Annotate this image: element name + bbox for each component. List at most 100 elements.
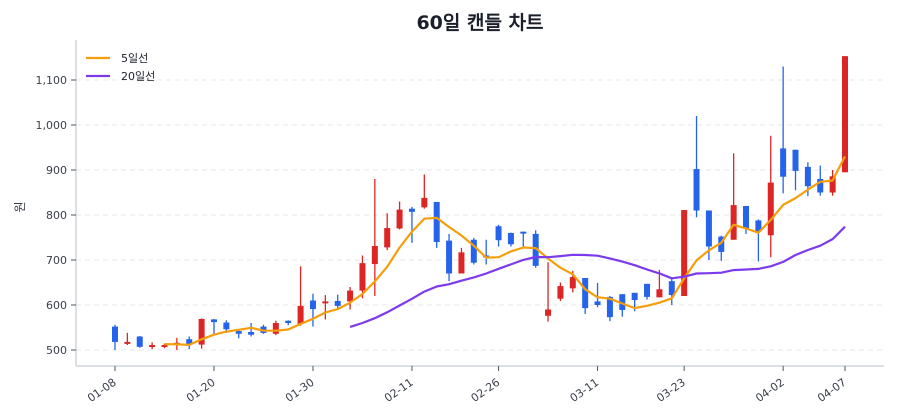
candle — [829, 170, 836, 196]
y-tick-label: 1,000 — [36, 119, 68, 132]
candle — [495, 224, 502, 247]
candle-body — [644, 283, 651, 297]
candle — [309, 293, 316, 327]
candle — [606, 296, 613, 322]
legend: 5일선 20일선 — [86, 51, 155, 83]
candle — [644, 283, 651, 300]
candle — [681, 210, 688, 296]
candle — [285, 320, 292, 326]
candle-body — [557, 286, 564, 299]
candle — [693, 116, 700, 218]
candle-body — [495, 226, 502, 241]
candles — [112, 56, 848, 350]
candle-body — [297, 305, 304, 324]
candle — [594, 282, 601, 308]
candle-body — [817, 179, 824, 193]
y-tick-label: 700 — [46, 254, 67, 267]
candle — [124, 332, 131, 346]
candle-body — [384, 228, 391, 248]
candle — [210, 318, 217, 336]
candle-body — [458, 252, 465, 274]
candle — [705, 210, 712, 260]
candle-body — [334, 300, 341, 306]
candle — [792, 149, 799, 191]
candle-body — [470, 239, 477, 263]
candle — [446, 233, 453, 282]
candle — [507, 232, 514, 247]
candle-body — [285, 320, 292, 323]
candle-body — [804, 166, 811, 187]
candle — [668, 278, 675, 305]
candle-body — [693, 169, 700, 211]
candle-body — [668, 281, 675, 296]
candle-body — [272, 323, 279, 334]
candle — [149, 342, 156, 350]
candle-body — [112, 326, 118, 342]
candle-body — [705, 210, 712, 247]
candle — [545, 262, 552, 322]
y-tick-label: 600 — [46, 299, 67, 312]
ma-line-5 — [164, 155, 846, 346]
grid-lines — [76, 79, 884, 351]
x-tick-label: 04-07 — [815, 376, 849, 405]
candle-body — [842, 56, 848, 173]
legend-label: 5일선 — [121, 51, 148, 65]
candle-body — [718, 236, 725, 252]
x-tick-label: 01-20 — [184, 376, 218, 405]
x-tick-label: 01-30 — [283, 376, 317, 405]
ma-line-20 — [349, 225, 846, 328]
candle — [198, 318, 205, 349]
candle — [780, 66, 787, 194]
candle — [186, 336, 193, 350]
candle-body — [433, 201, 440, 242]
candle — [161, 343, 168, 349]
y-tick-label: 1,100 — [36, 74, 68, 87]
candle-body — [149, 345, 156, 348]
x-tick-label: 03-23 — [654, 376, 688, 405]
x-tick-label: 04-02 — [753, 376, 787, 405]
axes — [75, 40, 884, 367]
candle-body — [520, 231, 527, 234]
candle-body — [767, 182, 774, 236]
candle — [359, 255, 366, 299]
candle — [582, 278, 589, 314]
candle — [718, 235, 725, 261]
candle — [297, 266, 304, 326]
candle-body — [829, 176, 836, 193]
candle-body — [198, 318, 205, 345]
candle — [458, 247, 465, 274]
candle — [421, 174, 428, 209]
candle-body — [619, 294, 626, 310]
candle-body — [223, 322, 230, 330]
candle-body — [371, 246, 378, 265]
candle — [112, 324, 118, 350]
chart-title: 60일 캔들 차트 — [416, 12, 543, 34]
candle-body — [248, 332, 255, 335]
candle-body — [359, 263, 366, 291]
candle — [842, 56, 848, 173]
y-axis-ticks: 500 600 700 800 900 1,000 1,100 — [36, 74, 76, 357]
candle-body — [582, 278, 589, 309]
x-tick-label: 02-26 — [469, 376, 503, 405]
candle — [347, 287, 354, 310]
legend-label: 20일선 — [121, 69, 155, 83]
candle — [136, 336, 143, 348]
candle-body — [210, 319, 217, 323]
candle-body — [322, 301, 329, 304]
candle — [334, 294, 341, 309]
x-tick-label: 02-11 — [382, 376, 416, 405]
candle-body — [681, 210, 688, 296]
candle-body — [124, 341, 131, 344]
candle-body — [161, 345, 168, 348]
candle-body — [743, 206, 750, 229]
candle — [483, 239, 490, 265]
x-tick-label: 01-08 — [85, 376, 119, 405]
candle-body — [792, 149, 799, 171]
candle-body — [780, 148, 787, 177]
y-tick-label: 500 — [46, 344, 67, 357]
candle-body — [309, 300, 316, 310]
y-axis-label: 원 — [13, 201, 27, 212]
candle — [384, 213, 391, 251]
candle — [272, 320, 279, 336]
